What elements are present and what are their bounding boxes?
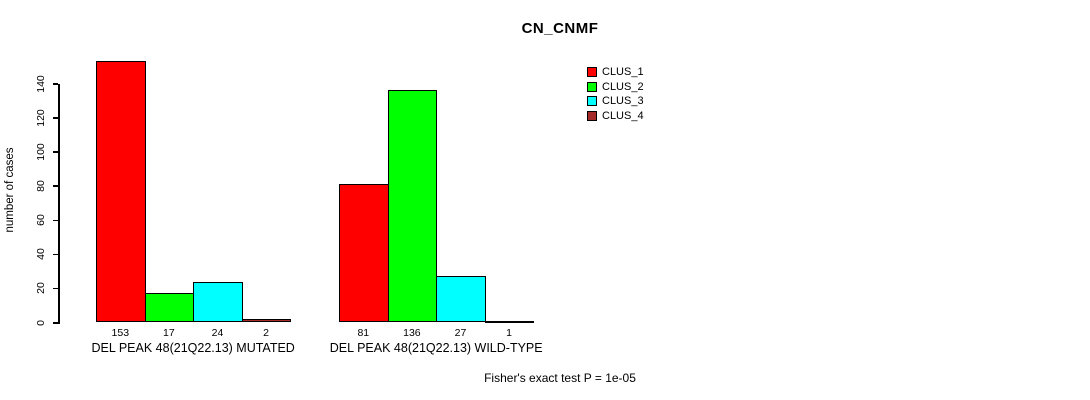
- y-axis-tick-label: 80: [35, 180, 47, 192]
- y-axis-title: number of cases: [4, 147, 16, 233]
- legend-swatch-icon: [587, 67, 597, 77]
- y-axis-tick: [53, 287, 58, 290]
- legend-item-clus_1: CLUS_1: [587, 66, 644, 78]
- y-axis-tick: [53, 253, 58, 256]
- y-axis-tick: [53, 185, 58, 187]
- bar-clus_1: [339, 184, 389, 323]
- bar-value-label: 81: [357, 327, 370, 339]
- y-axis-tick-label: 100: [35, 143, 47, 161]
- y-axis-tick: [53, 219, 58, 222]
- group-label: DEL PEAK 48(21Q22.13) WILD-TYPE: [329, 341, 543, 355]
- stat-test-annotation: Fisher's exact test P = 1e-05: [484, 371, 636, 385]
- group-label: DEL PEAK 48(21Q22.13) MUTATED: [91, 341, 295, 355]
- legend-label: CLUS_4: [602, 109, 644, 122]
- bar-value-label: 1: [506, 327, 513, 339]
- bar-value-label: 2: [263, 327, 270, 339]
- legend-label: CLUS_1: [602, 66, 644, 78]
- bar-value-label: 24: [211, 327, 224, 339]
- legend-item-clus_4: CLUS_4: [587, 110, 644, 122]
- bar-clus_4: [484, 320, 535, 323]
- legend: CLUS_1 CLUS_2 CLUS_3 CLUS_4: [587, 66, 644, 124]
- bar-clus_2: [144, 293, 195, 323]
- legend-item-clus_2: CLUS_2: [587, 81, 644, 93]
- y-axis-tick-label: 60: [35, 214, 47, 226]
- bar-clus_3: [436, 276, 486, 323]
- bar-value-label: 17: [163, 327, 175, 339]
- legend-item-clus_3: CLUS_3: [587, 95, 644, 107]
- y-axis-tick-label: 40: [35, 248, 47, 261]
- bar-clus_3: [193, 281, 243, 323]
- y-axis-tick-label: 120: [35, 108, 47, 127]
- legend-label: CLUS_3: [602, 95, 644, 107]
- y-axis-tick: [53, 151, 58, 153]
- y-axis-tick: [53, 322, 58, 324]
- legend-swatch-icon: [587, 96, 597, 106]
- bar-value-label: 27: [454, 327, 467, 339]
- chart-title: CN_CNMF: [521, 20, 599, 37]
- legend-swatch-icon: [587, 81, 597, 92]
- bar-clus_2: [387, 90, 438, 323]
- y-axis-tick: [53, 117, 58, 119]
- y-axis-tick-label: 140: [35, 74, 47, 93]
- y-axis-tick-label: 0: [35, 319, 47, 326]
- y-axis-tick-label: 20: [35, 282, 47, 295]
- bar-value-label: 153: [111, 327, 130, 339]
- bar-clus_4: [241, 319, 292, 323]
- legend-swatch-icon: [587, 110, 597, 121]
- y-axis-spine: [58, 83, 60, 324]
- y-axis-tick: [53, 83, 58, 85]
- bar-clus_1: [96, 61, 146, 323]
- bar-value-label: 136: [403, 327, 421, 339]
- legend-label: CLUS_2: [602, 80, 644, 93]
